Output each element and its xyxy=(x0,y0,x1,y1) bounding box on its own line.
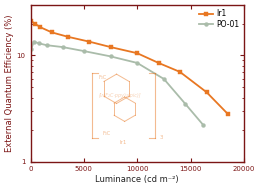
PO-01 xyxy=(45,44,48,46)
Ir1 xyxy=(109,46,112,48)
PO-01 xyxy=(136,62,139,64)
PO-01 xyxy=(30,48,33,50)
Ir1 xyxy=(226,113,230,115)
PO-01 xyxy=(37,42,41,44)
PO-01 xyxy=(109,55,112,57)
Line: Ir1: Ir1 xyxy=(29,19,230,116)
PO-01 xyxy=(82,50,86,52)
Ir1 xyxy=(157,62,160,64)
Legend: Ir1, PO-01: Ir1, PO-01 xyxy=(199,9,240,30)
PO-01 xyxy=(32,40,35,43)
Ir1 xyxy=(88,40,91,43)
Ir1 xyxy=(136,52,139,54)
Line: PO-01: PO-01 xyxy=(29,40,205,127)
PO-01 xyxy=(202,124,205,126)
PO-01 xyxy=(162,78,165,80)
X-axis label: Luminance (cd m⁻²): Luminance (cd m⁻²) xyxy=(95,175,179,184)
Ir1 xyxy=(66,36,69,38)
PO-01 xyxy=(61,46,64,48)
PO-01 xyxy=(184,103,187,105)
Ir1 xyxy=(50,31,53,33)
Y-axis label: External Quantum Efficiency (%): External Quantum Efficiency (%) xyxy=(5,14,14,152)
Ir1 xyxy=(33,22,36,25)
Ir1 xyxy=(205,91,208,93)
Ir1 xyxy=(30,20,33,22)
Ir1 xyxy=(178,71,181,73)
Ir1 xyxy=(38,26,42,28)
Text: [Ir(F₂C·ppy)₂(pic)]: [Ir(F₂C·ppy)₂(pic)] xyxy=(99,93,141,98)
